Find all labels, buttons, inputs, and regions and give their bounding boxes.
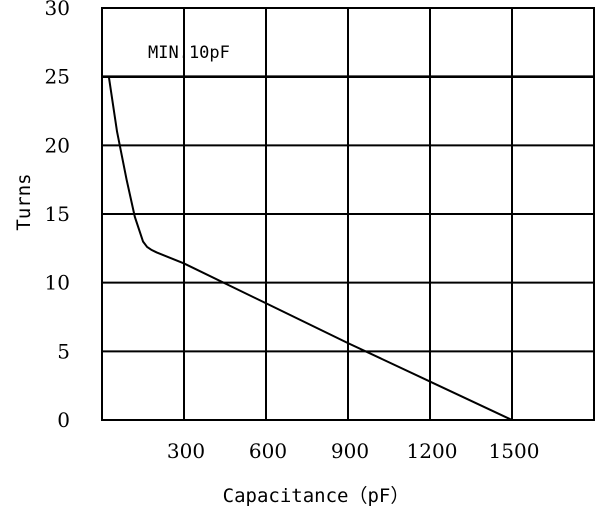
y-tick-label-15: 15 xyxy=(45,202,70,226)
grid-lines xyxy=(102,7,594,421)
x-tick-label-600: 600 xyxy=(249,439,287,463)
x-tick-label-300: 300 xyxy=(167,439,205,463)
series-lines xyxy=(107,76,513,421)
plot-frame xyxy=(101,7,595,421)
y-tick-label-30: 30 xyxy=(45,0,70,20)
y-tick-labels: 0 5 10 15 20 25 30 xyxy=(45,0,70,432)
x-axis-title: Capacitance（pF） xyxy=(223,485,410,507)
x-tick-labels: 300 600 900 1200 1500 xyxy=(167,439,540,463)
x-tick-label-900: 900 xyxy=(331,439,369,463)
x-tick-label-1200: 1200 xyxy=(407,439,458,463)
y-tick-label-10: 10 xyxy=(45,271,70,295)
y-tick-label-0: 0 xyxy=(57,408,70,432)
series-line-0 xyxy=(107,76,513,421)
y-axis-title: Turns xyxy=(13,173,35,230)
x-tick-label-1500: 1500 xyxy=(489,439,540,463)
y-tick-label-25: 25 xyxy=(45,65,70,89)
min-capacitance-note: MIN.10pF xyxy=(148,43,230,63)
y-tick-label-20: 20 xyxy=(45,133,70,157)
y-tick-label-5: 5 xyxy=(57,339,70,363)
